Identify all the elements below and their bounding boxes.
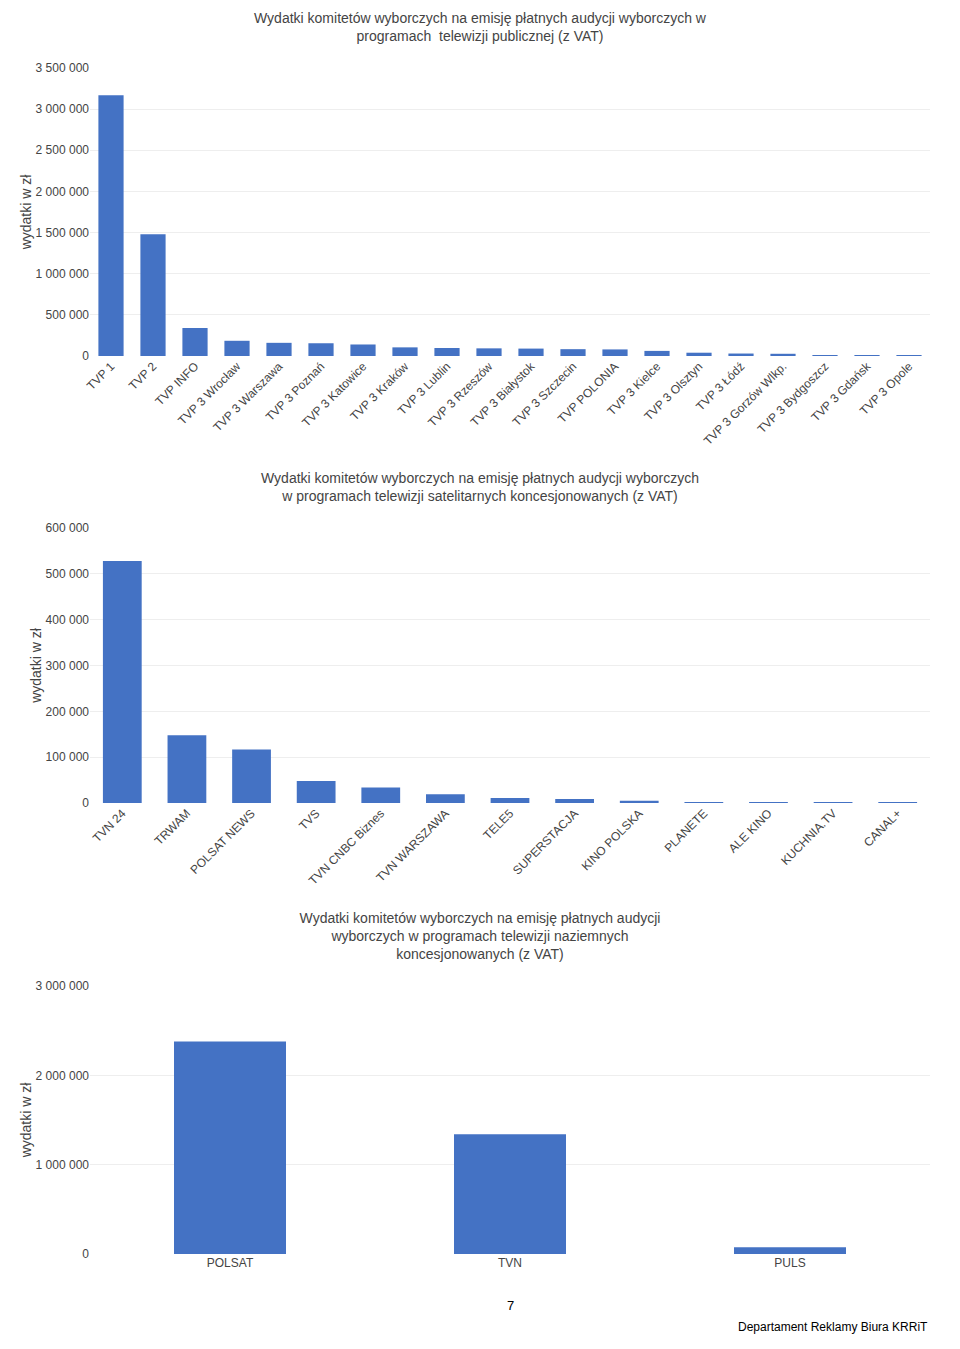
svg-text:POLSAT NEWS: POLSAT NEWS <box>187 806 257 876</box>
svg-text:TVP 2: TVP 2 <box>126 359 160 393</box>
svg-text:PLANETE: PLANETE <box>662 806 711 855</box>
svg-text:TVP 3 Gdańsk: TVP 3 Gdańsk <box>808 359 874 425</box>
svg-text:3 500 000: 3 500 000 <box>36 61 90 75</box>
svg-text:500 000: 500 000 <box>46 567 90 581</box>
svg-text:TVP 3 Lublin: TVP 3 Lublin <box>395 359 453 417</box>
svg-text:TVP 3 Olsztyn: TVP 3 Olsztyn <box>641 359 705 423</box>
svg-text:KUCHNIA.TV: KUCHNIA.TV <box>778 806 839 867</box>
svg-text:TVP INFO: TVP INFO <box>152 359 201 408</box>
svg-text:2 000 000: 2 000 000 <box>36 1069 90 1083</box>
svg-text:0: 0 <box>82 349 89 363</box>
svg-text:TRWAM: TRWAM <box>152 806 193 847</box>
svg-text:Wydatki komitetów wyborczych n: Wydatki komitetów wyborczych na emisję p… <box>254 10 707 44</box>
svg-text:wydatki w zł: wydatki w zł <box>18 1082 34 1159</box>
svg-text:wydatki w zł: wydatki w zł <box>28 627 44 704</box>
svg-text:ALE KINO: ALE KINO <box>726 806 775 855</box>
svg-text:TVP 3 Wrocław: TVP 3 Wrocław <box>175 359 243 427</box>
svg-text:0: 0 <box>82 796 89 810</box>
svg-text:TVP 3 Kielce: TVP 3 Kielce <box>605 359 664 418</box>
svg-text:PULS: PULS <box>774 1256 805 1270</box>
svg-text:300 000: 300 000 <box>46 659 90 673</box>
svg-text:200 000: 200 000 <box>46 705 90 719</box>
svg-text:Departament Reklamy Biura KRRi: Departament Reklamy Biura KRRiT <box>738 1320 928 1334</box>
svg-text:TVP 3 Białystok: TVP 3 Białystok <box>468 359 538 429</box>
svg-text:TVP 3 Warszawa: TVP 3 Warszawa <box>210 359 285 434</box>
svg-text:KINO POLSKA: KINO POLSKA <box>579 806 646 873</box>
svg-text:TVP POLONIA: TVP POLONIA <box>555 359 621 425</box>
svg-text:2 500 000: 2 500 000 <box>36 143 90 157</box>
svg-text:TELE5: TELE5 <box>481 806 517 842</box>
svg-text:TVN 24: TVN 24 <box>90 806 129 845</box>
svg-text:TVP 3 Gorzów Wlkp.: TVP 3 Gorzów Wlkp. <box>701 359 789 447</box>
svg-text:2 000 000: 2 000 000 <box>36 185 90 199</box>
svg-text:TVN CNBC Biznes: TVN CNBC Biznes <box>306 806 387 887</box>
svg-text:TVP 3 Katowice: TVP 3 Katowice <box>299 359 369 429</box>
svg-text:TVP 3 Poznań: TVP 3 Poznań <box>263 359 327 423</box>
svg-text:0: 0 <box>82 1247 89 1261</box>
svg-text:100 000: 100 000 <box>46 750 90 764</box>
svg-text:Wydatki komitetów wyborczych n: Wydatki komitetów wyborczych na emisję p… <box>300 910 661 962</box>
svg-text:1 000 000: 1 000 000 <box>36 267 90 281</box>
svg-text:TVP 3 Opole: TVP 3 Opole <box>857 359 916 418</box>
svg-text:POLSAT: POLSAT <box>207 1256 254 1270</box>
svg-text:TVP 3 Szczecin: TVP 3 Szczecin <box>510 359 580 429</box>
svg-text:SUPERSTACJA: SUPERSTACJA <box>510 806 581 877</box>
svg-text:wydatki w zł: wydatki w zł <box>18 174 34 251</box>
svg-text:3 000 000: 3 000 000 <box>36 979 90 993</box>
svg-text:TVP 1: TVP 1 <box>84 359 118 393</box>
svg-text:500 000: 500 000 <box>46 308 90 322</box>
svg-text:TVS: TVS <box>296 806 322 832</box>
svg-text:TVN WARSZAWA: TVN WARSZAWA <box>373 806 451 884</box>
svg-text:600 000: 600 000 <box>46 521 90 535</box>
svg-text:CANAL+: CANAL+ <box>861 806 904 849</box>
svg-text:TVP 3 Kraków: TVP 3 Kraków <box>347 359 411 423</box>
svg-text:1 500 000: 1 500 000 <box>36 226 90 240</box>
svg-text:TVP 3 Bydgoszcz: TVP 3 Bydgoszcz <box>755 359 832 436</box>
svg-text:Wydatki komitetów wyborczych n: Wydatki komitetów wyborczych na emisję p… <box>261 470 699 504</box>
svg-text:TVN: TVN <box>498 1256 522 1270</box>
svg-text:400 000: 400 000 <box>46 613 90 627</box>
svg-text:TVP 3 Rzeszów: TVP 3 Rzeszów <box>425 359 495 429</box>
svg-text:7: 7 <box>507 1298 514 1313</box>
svg-text:TVP 3 Łódź: TVP 3 Łódź <box>693 359 747 413</box>
svg-text:1 000 000: 1 000 000 <box>36 1158 90 1172</box>
svg-text:3 000 000: 3 000 000 <box>36 102 90 116</box>
